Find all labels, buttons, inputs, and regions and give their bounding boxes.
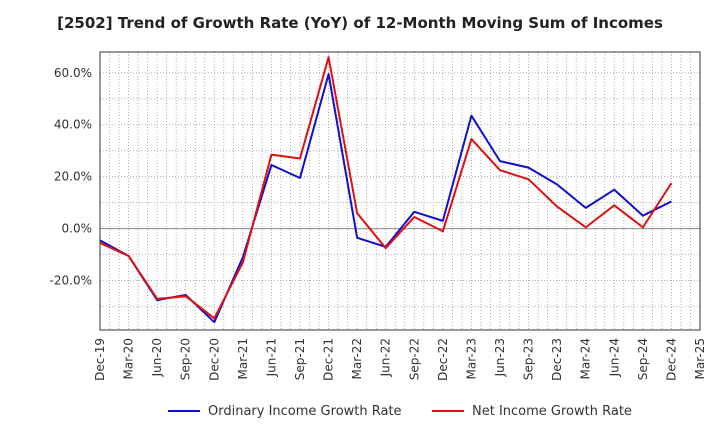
x-tick-label: Jun-24	[607, 338, 621, 377]
x-tick-label: Dec-22	[436, 338, 450, 381]
x-tick-label: Dec-21	[322, 338, 336, 381]
x-tick-label: Jun-20	[150, 338, 164, 377]
x-tick-label: Mar-23	[464, 338, 478, 379]
y-tick-label: 60.0%	[54, 66, 92, 80]
x-tick-label: Sep-22	[407, 338, 421, 380]
x-tick-label: Sep-24	[636, 338, 650, 380]
x-tick-label: Dec-24	[664, 338, 678, 381]
y-tick-label: 40.0%	[54, 118, 92, 132]
chart-title: [2502] Trend of Growth Rate (YoY) of 12-…	[57, 14, 663, 32]
x-tick-label: Mar-21	[236, 338, 250, 379]
x-tick-label: Mar-24	[579, 338, 593, 379]
x-tick-label: Dec-23	[550, 338, 564, 381]
x-tick-label: Mar-22	[350, 338, 364, 379]
series-line-2	[99, 56, 673, 320]
x-tick-label: Mar-25	[693, 338, 707, 379]
x-tick-label: Jun-21	[264, 338, 278, 377]
x-tick-label: Sep-23	[522, 338, 536, 380]
x-tick-label: Dec-20	[207, 338, 221, 381]
legend-label-2: Net Income Growth Rate	[472, 404, 632, 419]
x-tick-label: Dec-19	[93, 338, 107, 381]
x-tick-label: Sep-21	[293, 338, 307, 380]
y-tick-label: -20.0%	[50, 274, 92, 288]
series-line-1	[99, 73, 672, 324]
y-tick-label: 20.0%	[54, 170, 92, 184]
y-tick-label: 0.0%	[62, 222, 93, 236]
x-tick-label: Mar-20	[122, 338, 136, 379]
plot-frame	[99, 51, 701, 331]
x-tick-label: Sep-20	[179, 338, 193, 380]
legend-label-1: Ordinary Income Growth Rate	[208, 404, 402, 419]
x-tick-label: Jun-23	[493, 338, 507, 377]
x-tick-label: Jun-22	[379, 338, 393, 377]
